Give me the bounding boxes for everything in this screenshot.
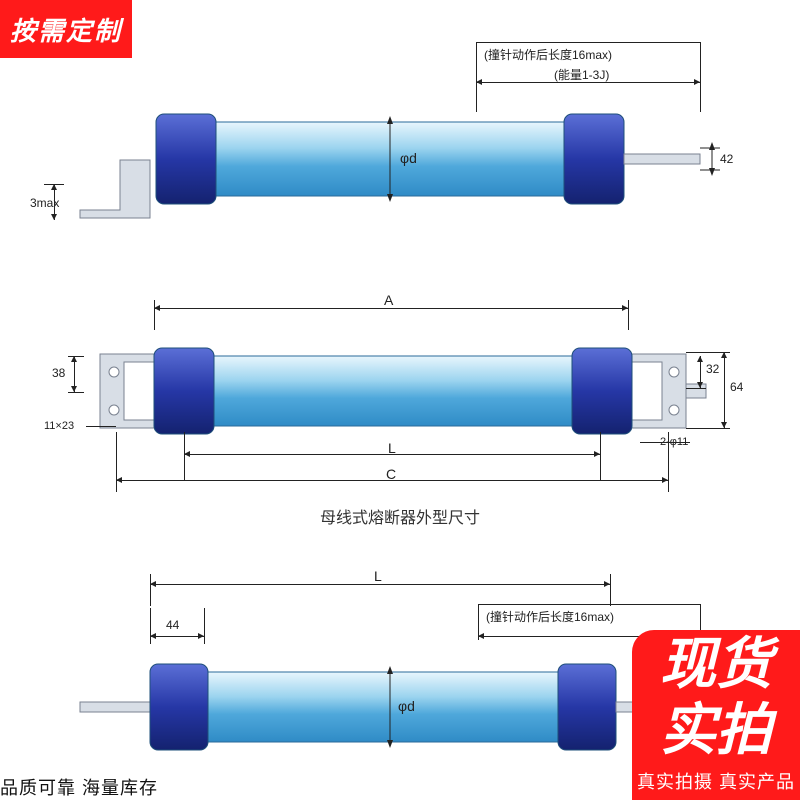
fig2-A-arrow: [154, 308, 628, 309]
badge-bottom-right: 现货 实拍 真实拍摄 真实产品: [632, 630, 800, 800]
fig1-note-right-sub: (能量1-3J): [554, 66, 609, 83]
fig3-L-ext-l: [150, 574, 151, 606]
fig2-left-38-ext1: [68, 356, 84, 357]
fig2-right-ext2: [686, 388, 706, 389]
badge-br-line2: 实拍: [660, 702, 772, 758]
fig2-right-64-arrow: [724, 352, 725, 428]
fig2-L: L: [388, 440, 396, 456]
fig1-fuse-svg: [60, 100, 720, 240]
fig2-left-38-arrow: [74, 356, 75, 392]
fig3-L-ext-r: [610, 574, 611, 606]
fig3-dim-left: 44: [166, 618, 179, 632]
diagram-canvas: 按需定制 (撞针动作后长度16max) (能量1-3J): [0, 0, 800, 800]
fig2-left-38-ext2: [68, 392, 84, 393]
footer-left-text: 品质可靠 海量库存: [0, 774, 158, 800]
fig2-C-ext-l: [116, 432, 117, 492]
fig1-note-right: (撞针动作后长度16max): [484, 46, 612, 63]
fig1-left-ext: [44, 184, 64, 185]
fig3-44-ext-r: [204, 608, 205, 644]
fig2-caption: 母线式熔断器外型尺寸: [320, 504, 480, 528]
fig2-right-hole-line: [640, 442, 690, 443]
badge-br-sub: 真实拍摄 真实产品: [637, 768, 795, 794]
fig2-A: A: [384, 292, 393, 308]
fig2-dim-right-top: 32: [706, 362, 719, 376]
fig3-phi-d: φd: [398, 698, 415, 714]
fig1-note-ext-h: [476, 42, 700, 43]
fig2-right-32-arrow: [700, 356, 701, 388]
fig2-A-ext-r: [628, 300, 629, 330]
fig3-L: L: [374, 568, 382, 584]
fig2-fuse-svg: [60, 330, 740, 490]
fig1-note-arrow: [476, 82, 700, 83]
fig2-L-ext-r: [600, 432, 601, 480]
fig1-phi-d: φd: [400, 150, 417, 166]
fig2-C: C: [386, 466, 396, 482]
fig2-dim-right-mid: 64: [730, 380, 743, 394]
badge-top-left: 按需定制: [0, 0, 132, 58]
badge-top-left-text: 按需定制: [10, 11, 122, 48]
fig3-44-arrow: [150, 636, 204, 637]
fig2-C-ext-r: [668, 432, 669, 492]
fig1-dim-42: 42: [720, 152, 733, 166]
fig2-dim-left-bot: 11×23: [44, 420, 74, 432]
fig3-note: (撞针动作后长度16max): [486, 608, 614, 625]
badge-br-line1: 现货: [660, 636, 772, 692]
fig3-note-ext-h: [478, 604, 700, 605]
fig2-left-slot-line: [86, 426, 116, 427]
fig2-right-ext1: [686, 352, 730, 353]
fig2-right-ext3: [686, 428, 730, 429]
fig3-L-arrow: [150, 584, 610, 585]
fig1-dim-left: 3max: [30, 196, 59, 210]
fig2-dim-left-top: 38: [52, 366, 65, 380]
